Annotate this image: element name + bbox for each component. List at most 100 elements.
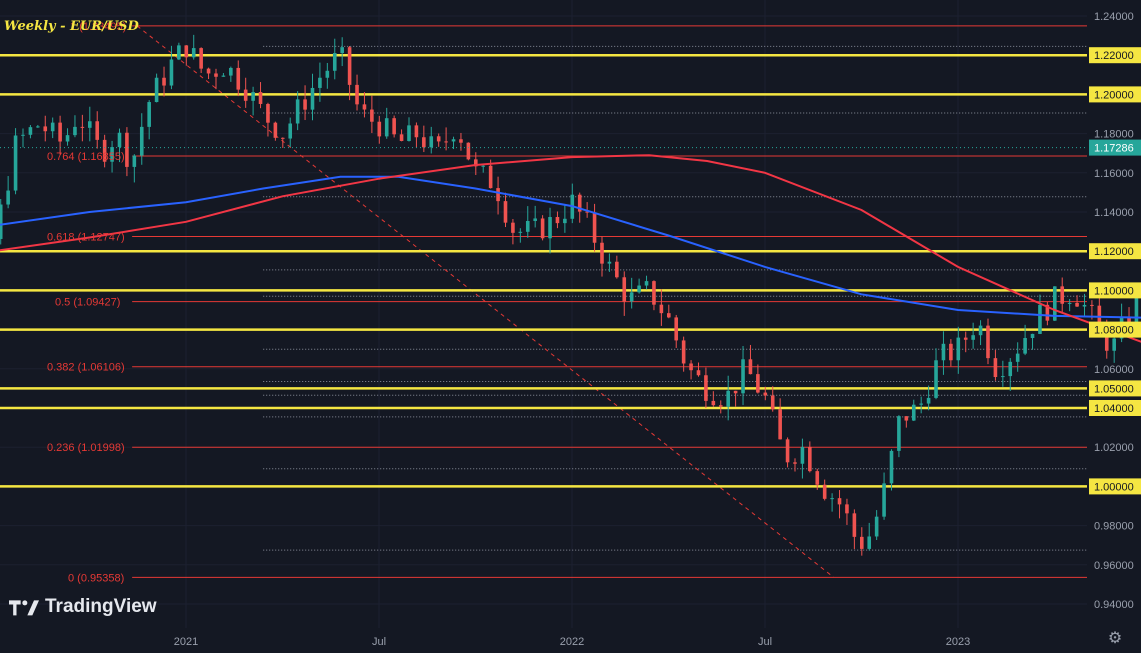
time-axis[interactable]: Jul2021Jul2022Jul2023Jul2024Jul2025Jul: [0, 636, 1141, 648]
price-axis-label: 1.02000: [1094, 442, 1134, 454]
candle-body: [615, 261, 619, 278]
candle-body: [496, 188, 500, 202]
candle-body: [600, 242, 604, 264]
candle-body: [540, 218, 545, 239]
candle-body: [563, 218, 567, 224]
candle-body: [451, 139, 456, 142]
candle-body: [370, 109, 374, 122]
candle-body: [808, 446, 812, 472]
candle-body: [221, 75, 226, 77]
candle-body: [577, 194, 582, 212]
price-axis-label: 1.10000: [1094, 285, 1134, 297]
candle-body: [206, 68, 211, 74]
candle-body: [1030, 333, 1035, 339]
candle-body: [778, 409, 782, 440]
candle-body: [1045, 304, 1050, 321]
candle-body: [874, 516, 879, 537]
price-axis-label: 1.00000: [1094, 481, 1134, 493]
price-label-highlight: [1089, 478, 1141, 495]
moving-averages: [0, 154, 1141, 343]
candle-body: [73, 126, 77, 136]
candle-body: [1067, 302, 1072, 304]
candle-body: [904, 416, 909, 421]
candle-body: [50, 122, 55, 132]
candle-body: [1052, 286, 1057, 321]
candle-body: [429, 136, 434, 148]
candle-body: [332, 53, 337, 71]
fibonacci-retracement[interactable]: [132, 25, 1087, 578]
candle-body: [117, 132, 122, 148]
candle-body: [325, 70, 330, 78]
candle-body: [830, 498, 834, 500]
candle-body: [347, 47, 352, 85]
key-levels[interactable]: [0, 53, 1087, 488]
candle-body: [199, 48, 203, 69]
tradingview-logo: TradingView: [9, 596, 157, 618]
candle-body: [407, 125, 411, 141]
candle-body: [243, 89, 248, 101]
candle-body: [384, 118, 389, 137]
candle-body: [399, 134, 404, 141]
price-label-highlight: [1089, 282, 1141, 299]
candle-body: [102, 139, 107, 162]
time-axis-label: Jul: [758, 636, 772, 648]
price-axis-label: 0.94000: [1094, 599, 1134, 611]
candle-body: [13, 135, 18, 191]
price-label-highlight: [1089, 243, 1141, 260]
candle-body: [0, 204, 3, 239]
price-axis-label: 1.16000: [1094, 168, 1134, 180]
fib-level-label: 0.618 (1.12747): [47, 232, 125, 244]
candle-body: [941, 343, 946, 361]
candle-body: [911, 404, 916, 421]
candle-body: [592, 212, 597, 243]
price-axis[interactable]: 1.24000 1.22000 1.20000 1.18000 1.16000 1.140…: [0, 11, 1141, 611]
candle-body: [1104, 324, 1109, 351]
candle-body: [295, 99, 300, 124]
candle-body: [414, 125, 419, 138]
candle-body: [377, 121, 382, 137]
watermark-text: TradingView: [45, 596, 157, 617]
candle-body: [845, 504, 849, 514]
candle-body: [711, 400, 716, 406]
current-price-label: 1.17286: [1094, 143, 1134, 155]
candle-body: [815, 471, 820, 485]
candle-body: [1015, 353, 1020, 362]
candle-body: [251, 92, 255, 101]
fib-level-label: 0.382 (1.06106): [47, 362, 125, 374]
candle-body: [6, 190, 10, 205]
candle-body: [882, 483, 886, 517]
candle-body: [629, 292, 634, 302]
candle-body: [919, 403, 923, 405]
time-axis-label: 2021: [174, 636, 198, 648]
candle-body: [956, 337, 961, 361]
candle-body: [666, 313, 671, 318]
candle-body: [770, 395, 775, 410]
fibonacci-labels: 1 (1.23495) 0.764 (1.16855) 0.618 (1.12747…: [47, 21, 126, 584]
candle-body: [637, 285, 641, 293]
candle-body: [184, 45, 189, 58]
tradingview-logo-icon: [9, 600, 39, 616]
candle-body: [28, 127, 33, 135]
candle-body: [65, 135, 70, 142]
candle-body: [1112, 338, 1116, 351]
price-axis-label: 1.24000: [1094, 11, 1134, 23]
candle-body: [748, 359, 753, 375]
candle-body: [978, 325, 983, 336]
candle-body: [511, 222, 515, 233]
time-axis-label: 2023: [946, 636, 970, 648]
candle-body: [622, 277, 627, 302]
candle-body: [763, 392, 768, 396]
candle-body: [1038, 304, 1042, 334]
price-axis-label: 1.18000: [1094, 129, 1134, 141]
candle-body: [785, 439, 790, 463]
settings-gear-icon[interactable]: ⚙: [1107, 630, 1123, 647]
candle-body: [436, 136, 441, 142]
candle-body: [80, 126, 85, 128]
candle-body: [310, 87, 315, 110]
candle-body: [318, 77, 322, 88]
candle-body: [548, 217, 552, 239]
candle-body: [696, 370, 701, 376]
price-axis-label: 0.98000: [1094, 521, 1134, 533]
